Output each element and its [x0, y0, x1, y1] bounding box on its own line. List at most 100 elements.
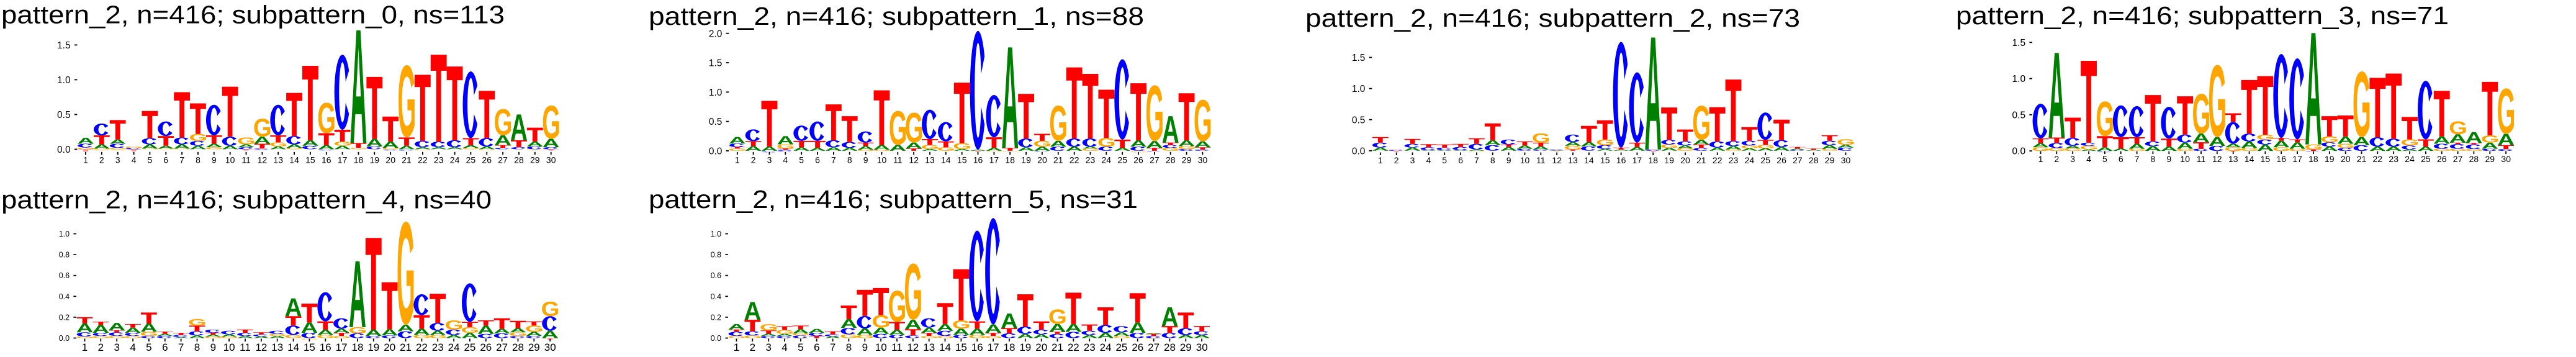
svg-text:20: 20	[1035, 341, 1047, 353]
svg-text:21: 21	[1696, 155, 1706, 165]
svg-text:17: 17	[2292, 154, 2302, 164]
svg-text:21: 21	[1052, 341, 1063, 353]
svg-text:10: 10	[223, 341, 235, 353]
svg-text:19: 19	[370, 155, 380, 165]
svg-text:28: 28	[1164, 341, 1176, 353]
svg-text:0.0: 0.0	[1352, 146, 1366, 156]
svg-text:27: 27	[496, 341, 508, 353]
svg-text:17: 17	[988, 341, 999, 353]
svg-text:21: 21	[402, 155, 412, 165]
svg-text:30: 30	[1841, 155, 1851, 165]
svg-text:22: 22	[1713, 155, 1723, 165]
svg-text:17: 17	[338, 155, 348, 165]
svg-text:4: 4	[130, 341, 135, 353]
svg-text:25: 25	[466, 155, 476, 165]
svg-text:11: 11	[240, 341, 251, 353]
svg-text:11: 11	[891, 341, 903, 353]
svg-text:6: 6	[1458, 155, 1463, 165]
svg-text:25: 25	[1115, 341, 1127, 353]
svg-text:20: 20	[2341, 154, 2351, 164]
svg-text:1.0: 1.0	[1352, 84, 1366, 94]
svg-text:20: 20	[385, 155, 395, 165]
svg-text:15: 15	[305, 155, 315, 165]
svg-text:1.0: 1.0	[709, 88, 723, 98]
svg-text:25: 25	[1117, 155, 1127, 165]
svg-text:1: 1	[2038, 154, 2043, 164]
svg-text:0.0: 0.0	[709, 147, 723, 157]
svg-text:11: 11	[2197, 154, 2206, 164]
svg-text:8: 8	[2151, 154, 2156, 164]
svg-text:11: 11	[241, 155, 251, 165]
svg-text:15: 15	[955, 341, 967, 353]
svg-text:22: 22	[418, 155, 428, 165]
svg-text:26: 26	[482, 155, 492, 165]
svg-text:14: 14	[941, 155, 951, 165]
svg-text:21: 21	[2357, 154, 2367, 164]
svg-text:23: 23	[2389, 154, 2398, 164]
svg-text:28: 28	[1809, 155, 1819, 165]
svg-text:23: 23	[432, 341, 444, 353]
svg-text:26: 26	[1777, 155, 1786, 165]
svg-text:29: 29	[530, 155, 540, 165]
svg-text:11: 11	[1536, 155, 1546, 165]
svg-text:24: 24	[1745, 155, 1755, 165]
svg-text:5: 5	[798, 341, 803, 353]
svg-text:10: 10	[1520, 155, 1530, 165]
svg-text:23: 23	[434, 155, 444, 165]
svg-text:21: 21	[400, 341, 412, 353]
svg-text:9: 9	[1506, 155, 1511, 165]
svg-text:11: 11	[893, 155, 903, 165]
svg-text:8: 8	[1490, 155, 1495, 165]
svg-text:16: 16	[322, 155, 331, 165]
svg-text:pattern_2, n=416; subpattern_1: pattern_2, n=416; subpattern_1, ns=88	[649, 2, 1144, 30]
svg-text:6: 6	[814, 341, 819, 353]
svg-text:14: 14	[2245, 154, 2254, 164]
svg-text:21: 21	[1053, 155, 1063, 165]
svg-text:4: 4	[781, 341, 787, 353]
svg-text:12: 12	[907, 341, 919, 353]
svg-text:30: 30	[1196, 341, 1208, 353]
svg-text:22: 22	[2373, 154, 2383, 164]
svg-text:2: 2	[2054, 154, 2059, 164]
svg-text:22: 22	[416, 341, 428, 353]
svg-text:1: 1	[82, 341, 88, 353]
svg-text:17: 17	[989, 155, 999, 165]
svg-text:4: 4	[2086, 154, 2091, 164]
svg-text:19: 19	[367, 341, 379, 353]
svg-text:24: 24	[448, 341, 460, 353]
svg-text:0.4: 0.4	[711, 292, 721, 301]
svg-text:5: 5	[148, 155, 153, 165]
svg-text:10: 10	[875, 341, 887, 353]
svg-text:2: 2	[99, 155, 104, 165]
svg-text:20: 20	[1680, 155, 1690, 165]
svg-text:pattern_2, n=416; subpattern_4: pattern_2, n=416; subpattern_4, ns=40	[1, 186, 492, 214]
svg-text:8: 8	[846, 341, 852, 353]
svg-text:13: 13	[925, 155, 935, 165]
svg-text:18: 18	[1005, 155, 1015, 165]
svg-text:0.8: 0.8	[59, 251, 70, 260]
svg-text:pattern_2, n=416; subpattern_0: pattern_2, n=416; subpattern_0, ns=113	[1, 1, 505, 29]
svg-text:18: 18	[1004, 341, 1016, 353]
svg-text:8: 8	[847, 155, 852, 165]
svg-text:8: 8	[196, 155, 200, 165]
svg-text:28: 28	[512, 341, 524, 353]
svg-text:15: 15	[2261, 154, 2271, 164]
svg-text:2: 2	[750, 341, 755, 353]
svg-text:18: 18	[2308, 154, 2318, 164]
svg-text:29: 29	[1180, 341, 1192, 353]
svg-text:27: 27	[1150, 155, 1160, 165]
svg-text:29: 29	[528, 341, 540, 353]
svg-text:25: 25	[2421, 154, 2431, 164]
svg-text:12: 12	[1552, 155, 1562, 165]
svg-text:26: 26	[480, 341, 492, 353]
svg-text:pattern_2, n=416; subpattern_5: pattern_2, n=416; subpattern_5, ns=31	[649, 185, 1138, 214]
svg-text:0.2: 0.2	[711, 313, 721, 322]
svg-text:18: 18	[1648, 155, 1658, 165]
svg-text:1: 1	[83, 155, 88, 165]
svg-text:1.5: 1.5	[1352, 53, 1366, 63]
svg-text:1: 1	[734, 341, 739, 353]
svg-text:19: 19	[1664, 155, 1674, 165]
svg-text:26: 26	[2437, 154, 2447, 164]
svg-text:14: 14	[1584, 155, 1594, 165]
svg-text:1.5: 1.5	[57, 40, 71, 51]
